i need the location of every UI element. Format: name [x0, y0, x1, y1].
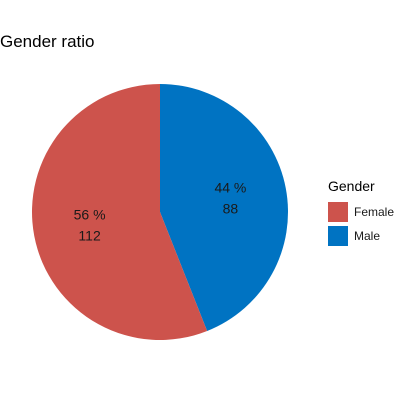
- legend-swatch-female: [328, 201, 348, 222]
- slice-percent-label-male: 44 %: [214, 180, 246, 196]
- slice-value-label-male: 88: [223, 201, 239, 217]
- slice-percent-label-female: 56 %: [74, 206, 106, 222]
- legend-title: Gender: [328, 178, 375, 194]
- pie-slice-male: [160, 84, 289, 332]
- legend-item-male: Male: [328, 224, 394, 247]
- chart-title: Gender ratio: [0, 32, 95, 51]
- pie-slice-female: [32, 84, 208, 340]
- legend-label-female: Female: [354, 204, 395, 219]
- slice-value-label-female: 112: [78, 227, 101, 243]
- legend-item-female: Female: [328, 200, 394, 223]
- legend-label-male: Male: [354, 228, 381, 243]
- legend-swatch-male: [328, 225, 348, 246]
- legend: Gender Female Male: [328, 178, 394, 248]
